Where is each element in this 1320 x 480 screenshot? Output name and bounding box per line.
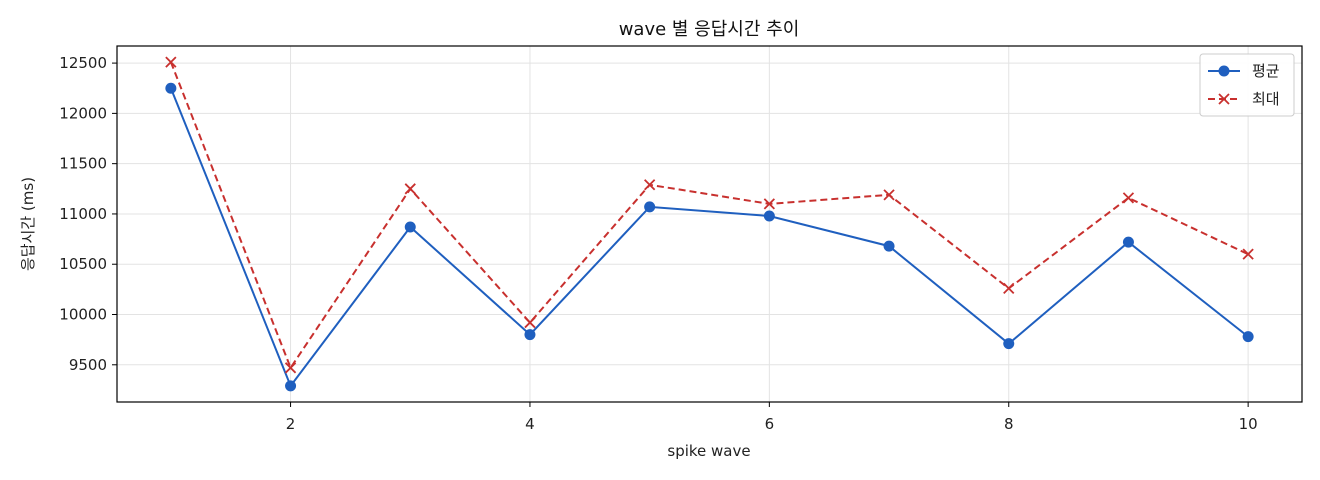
x-tick-label: 4 — [525, 415, 535, 433]
data-point — [1242, 331, 1254, 343]
x-tick-label: 2 — [286, 415, 296, 433]
y-tick-label: 12000 — [59, 104, 107, 122]
data-point — [644, 201, 656, 213]
x-tick-label: 8 — [1004, 415, 1014, 433]
series-line — [169, 61, 1249, 370]
grid — [117, 46, 1302, 402]
data-point — [1003, 338, 1015, 350]
y-tick-label: 10500 — [59, 255, 107, 273]
data-point — [165, 82, 177, 94]
y-tick-label: 9500 — [69, 356, 107, 374]
y-tick-label: 10000 — [59, 306, 107, 324]
x-tick-label: 6 — [765, 415, 775, 433]
data-point — [883, 240, 895, 252]
data-point — [1122, 236, 1134, 248]
plot-series — [165, 56, 1254, 392]
data-point — [883, 189, 895, 201]
data-point — [763, 198, 775, 210]
axes: 2 4 6 8 10 9500 10000 10500 11000 11500 12000 12500 — [59, 54, 1257, 433]
data-point — [404, 221, 416, 233]
data-point — [404, 183, 416, 195]
data-point — [644, 179, 656, 191]
series-line — [169, 87, 1249, 388]
x-axis-label: spike wave — [667, 442, 750, 460]
chart-title: wave 별 응답시간 추이 — [619, 19, 800, 40]
data-point — [763, 210, 775, 222]
series-2 — [165, 56, 1254, 374]
x-tick-label: 10 — [1239, 415, 1258, 433]
legend-box — [1199, 53, 1295, 117]
legend-item: 최대 — [1208, 90, 1280, 108]
legend-label: 평균 — [1252, 62, 1280, 80]
plot-frame — [116, 45, 1303, 403]
legend-marker — [1218, 65, 1230, 77]
data-point — [524, 329, 536, 341]
data-point — [284, 362, 297, 374]
series-1 — [165, 82, 1254, 392]
y-tick-label: 11500 — [59, 155, 107, 173]
legend-marker — [1218, 93, 1230, 105]
legend-label: 최대 — [1252, 90, 1280, 108]
y-tick-label: 12500 — [59, 54, 107, 72]
data-point — [165, 56, 177, 68]
data-point — [1003, 282, 1015, 294]
data-point — [1122, 192, 1135, 204]
data-point — [524, 316, 536, 329]
y-tick-label: 11000 — [59, 205, 107, 223]
data-point — [285, 380, 297, 392]
data-point — [1242, 248, 1254, 260]
legend-item: 평균 — [1208, 62, 1280, 80]
y-axis-label: 응답시간 (ms) — [19, 177, 37, 271]
